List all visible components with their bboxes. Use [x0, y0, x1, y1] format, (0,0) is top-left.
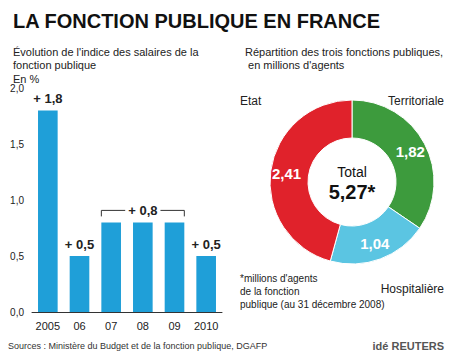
svg-text:1,04: 1,04 — [360, 235, 390, 252]
svg-text:idé REUTERS: idé REUTERS — [372, 340, 444, 352]
svg-text:09: 09 — [168, 320, 180, 332]
svg-text:1,5: 1,5 — [10, 139, 24, 150]
svg-text:Répartition des trois fonction: Répartition des trois fonctions publique… — [245, 46, 443, 58]
svg-text:Territoriale: Territoriale — [388, 94, 444, 108]
svg-text:1,82: 1,82 — [396, 143, 425, 160]
svg-text:0,5: 0,5 — [10, 251, 24, 262]
svg-text:06: 06 — [73, 320, 85, 332]
svg-text:2,0: 2,0 — [10, 82, 24, 94]
svg-text:+ 1,8: + 1,8 — [33, 91, 62, 106]
svg-text:2005: 2005 — [36, 320, 60, 332]
svg-text:5,27*: 5,27* — [329, 181, 376, 203]
svg-text:2010: 2010 — [194, 320, 218, 332]
svg-text:+ 0,5: + 0,5 — [65, 237, 94, 252]
svg-text:publique (au 31 décembre 2008): publique (au 31 décembre 2008) — [240, 299, 385, 310]
svg-text:Sources : Ministère du Budget: Sources : Ministère du Budget et de la f… — [8, 341, 267, 351]
svg-text:LA FONCTION PUBLIQUE EN FRANCE: LA FONCTION PUBLIQUE EN FRANCE — [13, 10, 380, 32]
svg-text:de la fonction: de la fonction — [240, 286, 300, 297]
svg-text:*millions d'agents: *millions d'agents — [240, 273, 318, 284]
svg-text:08: 08 — [137, 320, 149, 332]
svg-text:fonction publique: fonction publique — [13, 59, 96, 71]
svg-text:Etat: Etat — [240, 94, 262, 108]
svg-text:Total: Total — [337, 164, 367, 180]
svg-text:en millions d'agents: en millions d'agents — [245, 59, 345, 71]
svg-text:Hospitalière: Hospitalière — [381, 282, 445, 296]
svg-text:1,0: 1,0 — [10, 195, 24, 206]
svg-text:En %: En % — [13, 73, 40, 85]
svg-text:+ 0,8: + 0,8 — [128, 203, 157, 218]
svg-text:07: 07 — [105, 320, 117, 332]
svg-text:0,0: 0,0 — [10, 307, 24, 318]
svg-text:+ 0,5: + 0,5 — [192, 237, 221, 252]
svg-text:2,41: 2,41 — [272, 165, 301, 182]
svg-text:Évolution de l'indice des sala: Évolution de l'indice des salaires de la — [13, 46, 202, 58]
